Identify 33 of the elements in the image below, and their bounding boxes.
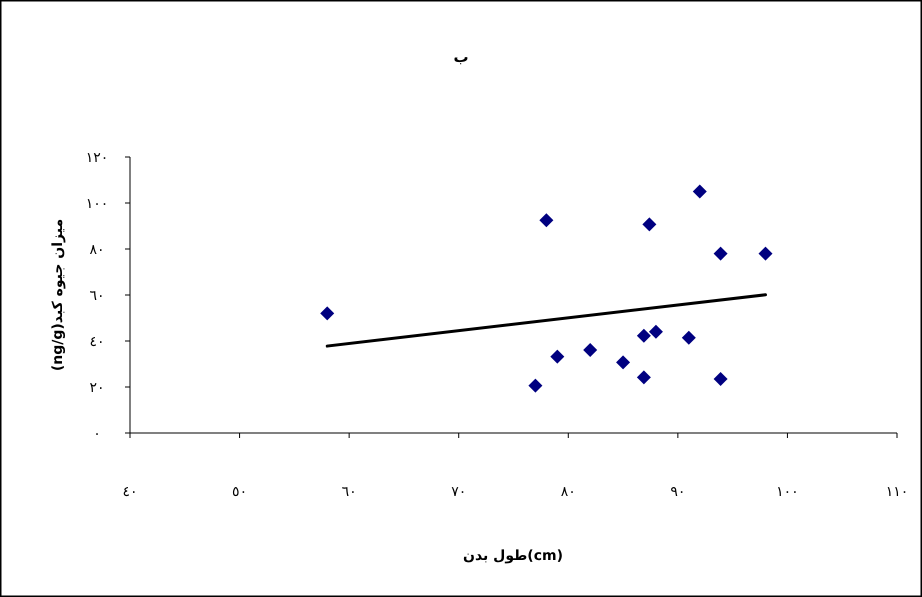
point bbox=[714, 246, 728, 261]
point bbox=[636, 328, 651, 343]
point bbox=[642, 217, 656, 232]
point bbox=[583, 342, 598, 357]
x-tick-label: ١٠٠ bbox=[776, 484, 799, 500]
point bbox=[550, 350, 564, 364]
x-tick-label: ٦٠ bbox=[342, 484, 357, 500]
y-tick-label: ٤٠ bbox=[89, 334, 105, 350]
point bbox=[320, 306, 334, 320]
point bbox=[692, 184, 707, 198]
point bbox=[714, 372, 728, 386]
y-tick-label: ٢٠ bbox=[89, 380, 105, 396]
point bbox=[682, 330, 696, 345]
point bbox=[758, 246, 773, 261]
y-tick-label: ٨٠ bbox=[89, 242, 105, 258]
y-tick-label: ٠ bbox=[93, 426, 101, 442]
x-tick-label: ٨٠ bbox=[560, 484, 576, 500]
y-tick-label: ٦٠ bbox=[89, 288, 105, 304]
x-axis-title: طول بدن(cm) bbox=[463, 548, 563, 564]
y-tick-label: ١٠٠ bbox=[86, 196, 108, 212]
y-axis-title: میزان جیوه کبد(ng/g) bbox=[50, 218, 66, 372]
point bbox=[616, 355, 630, 370]
x-tick-label: ١١٠ bbox=[886, 484, 908, 500]
x-tick-label: ٥٠ bbox=[232, 484, 248, 500]
x-tick-label: ٩٠ bbox=[670, 484, 686, 500]
point bbox=[539, 213, 554, 228]
point bbox=[528, 378, 542, 393]
y-tick-label: ١٢٠ bbox=[86, 150, 108, 166]
point bbox=[648, 324, 663, 339]
x-tick-label: ٧٠ bbox=[451, 484, 466, 500]
chart-title: ب bbox=[453, 48, 469, 66]
x-tick-label: ٤٠ bbox=[122, 484, 138, 500]
point bbox=[636, 370, 651, 384]
